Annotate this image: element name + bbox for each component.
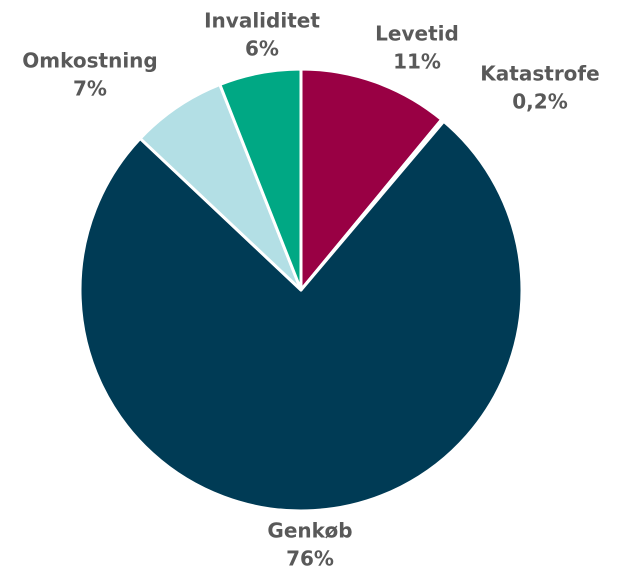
slice-value-label: 11% bbox=[393, 50, 441, 74]
slice-value-label: 7% bbox=[73, 77, 107, 101]
slice-label: Genkøb bbox=[267, 519, 352, 543]
slice-label: Katastrofe bbox=[480, 62, 599, 86]
slice-value-label: 76% bbox=[286, 547, 334, 571]
slice-value-label: 6% bbox=[245, 37, 279, 61]
pie-slice bbox=[78, 119, 524, 513]
pie-slice bbox=[299, 67, 444, 292]
slice-label: Levetid bbox=[375, 22, 459, 46]
slice-label: Invaliditet bbox=[204, 9, 320, 33]
slice-value-label: 0,2% bbox=[512, 90, 567, 114]
slice-label: Omkostning bbox=[22, 49, 157, 73]
pie-slice bbox=[218, 67, 303, 292]
